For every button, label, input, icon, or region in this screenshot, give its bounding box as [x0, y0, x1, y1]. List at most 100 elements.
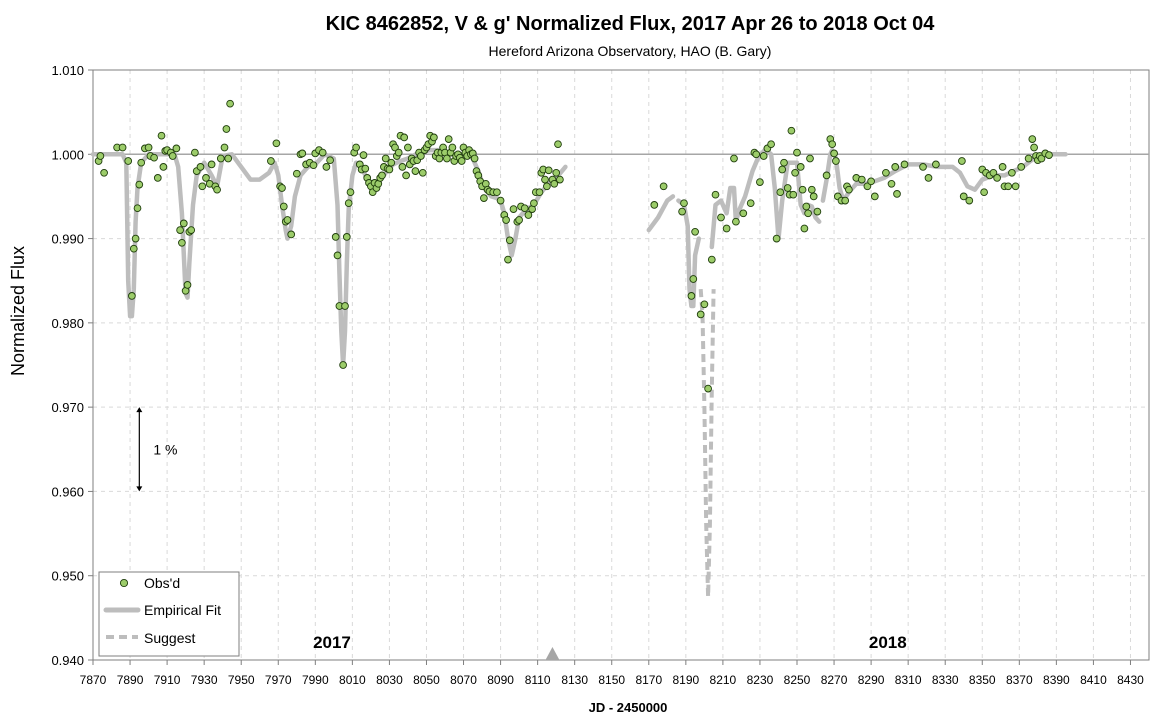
obs-point [129, 244, 138, 253]
obs-point [730, 154, 738, 163]
obs-point [541, 175, 549, 184]
obs-point [804, 209, 812, 218]
obs-point [863, 182, 872, 191]
obs-point [178, 238, 186, 247]
obs-point [857, 175, 866, 184]
obs-point [1008, 168, 1016, 177]
obs-point [292, 169, 301, 178]
obs-point [776, 188, 785, 197]
obs-point [224, 154, 233, 163]
obs-point [919, 163, 927, 171]
obs-point [678, 207, 686, 216]
obs-point [882, 168, 890, 177]
obs-point [998, 163, 1007, 171]
obs-point [352, 143, 360, 152]
obs-point [739, 209, 748, 218]
obs-point [722, 224, 731, 233]
obs-point [187, 226, 196, 234]
obs-point [480, 194, 488, 202]
obs-point [381, 154, 390, 163]
obs-point [752, 150, 761, 159]
obs-point [183, 281, 192, 289]
y-tick-label: 1.000 [51, 147, 84, 162]
obs-point [394, 148, 403, 157]
obs-point [493, 188, 501, 197]
y-tick-label: 0.960 [51, 484, 84, 499]
obs-point [1030, 143, 1038, 152]
obs-point [717, 213, 725, 222]
obs-point [400, 133, 409, 142]
obs-point [993, 174, 1001, 182]
obs-point [802, 202, 811, 211]
x-tick-label: 7910 [154, 673, 181, 687]
legend-obs-marker [119, 578, 129, 588]
obs-point [756, 178, 764, 186]
obs-point [932, 160, 940, 169]
obs-point [131, 234, 140, 243]
obs-point [504, 255, 512, 264]
obs-point [505, 236, 514, 245]
y-axis-label: Normalized Flux [8, 246, 28, 376]
obs-point [524, 211, 533, 219]
y-tick-label: 0.990 [51, 232, 84, 247]
obs-point [1017, 163, 1026, 171]
arrow-head-down-icon [136, 486, 143, 492]
obs-point [924, 174, 933, 182]
obs-point [767, 140, 775, 149]
x-tick-label: 8410 [1080, 673, 1107, 687]
obs-point [417, 152, 425, 160]
x-axis-label: JD - 2450000 [589, 700, 668, 715]
obs-point [385, 165, 394, 174]
obs-point [867, 177, 875, 186]
x-axis-ticks: 7870 7890 7910 7930 7950 7970 7990 8010 8030 8050… [80, 660, 1144, 687]
obs-point [980, 188, 988, 197]
obs-point [279, 202, 288, 211]
x-tick-label: 8350 [969, 673, 996, 687]
x-tick-label: 8210 [710, 673, 737, 687]
chart-subtitle: Hereford Arizona Observatory, HAO (B. Ga… [489, 43, 772, 59]
x-tick-label: 8050 [413, 673, 440, 687]
obs-point [387, 158, 396, 167]
empirical-fit-line [646, 194, 676, 233]
obs-point [418, 168, 427, 177]
obs-point [552, 168, 561, 177]
obs-point [830, 149, 838, 158]
x-tick-label: 8110 [525, 673, 551, 687]
obs-point [1037, 154, 1046, 163]
obs-point [780, 158, 788, 167]
obs-point [1011, 182, 1020, 191]
obs-point [828, 140, 837, 149]
obs-point [191, 148, 199, 157]
obs-point [1028, 135, 1037, 143]
obs-point [411, 167, 420, 175]
obs-point [813, 207, 822, 216]
x-tick-label: 7950 [228, 673, 255, 687]
y-tick-label: 0.980 [51, 316, 84, 331]
obs-point [680, 199, 688, 208]
y-tick-label: 0.950 [51, 569, 84, 584]
obs-point [891, 163, 900, 171]
x-tick-label: 7970 [265, 673, 292, 687]
obs-point [772, 234, 781, 243]
obs-point [746, 199, 755, 208]
obs-point [965, 196, 974, 205]
obs-point [689, 275, 698, 283]
legend-suggest-label: Suggest [144, 630, 195, 646]
obs-point [213, 185, 221, 194]
arrow-head-up-icon [136, 407, 143, 413]
obs-point [798, 185, 807, 194]
obs-point [832, 157, 840, 165]
obs-point [1004, 182, 1013, 191]
obs-point [556, 175, 564, 184]
observed-points-series [94, 99, 1053, 393]
chart-title: KIC 8462852, V & g' Normalized Flux, 201… [326, 13, 936, 35]
obs-point [1045, 151, 1053, 159]
x-tick-label: 8270 [821, 673, 848, 687]
obs-point [800, 224, 809, 233]
x-tick-label: 8370 [1006, 673, 1033, 687]
obs-point [457, 157, 466, 165]
obs-point [100, 168, 108, 177]
obs-point [196, 163, 205, 171]
obs-point [900, 160, 909, 169]
obs-point [207, 160, 216, 169]
